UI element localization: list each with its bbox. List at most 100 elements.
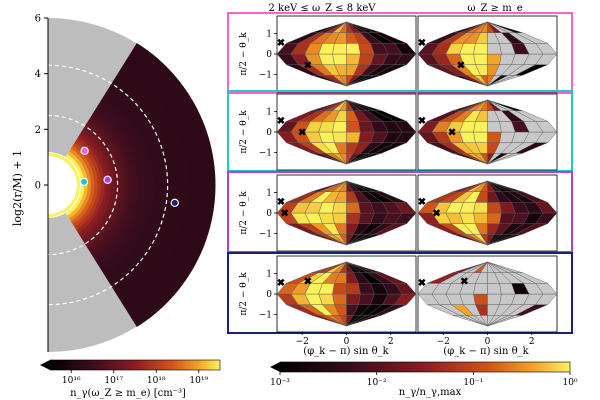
map-cell — [487, 43, 502, 55]
map-y-tick-label: 1 — [266, 108, 272, 118]
map-cell — [332, 131, 347, 143]
map-cell — [487, 261, 523, 273]
excluded-region-top — [48, 18, 137, 158]
map-cell — [487, 99, 523, 111]
map-cell — [332, 43, 347, 55]
row-y-label: π/2 − θ_k — [239, 191, 249, 235]
map-cell — [487, 21, 523, 33]
map-y-tick-label: 0 — [266, 50, 272, 60]
colorbar-tick-label: 10¹⁶ — [62, 376, 81, 386]
density-ring — [74, 139, 102, 231]
map-cell — [332, 53, 347, 65]
density-ring — [65, 153, 85, 217]
edge-marker: ✖ — [277, 278, 285, 289]
density-ring — [111, 79, 172, 291]
map-cell — [473, 121, 488, 133]
map-cell — [487, 293, 502, 305]
normalized-colorbar: 10⁻³ 10⁻² 10⁻¹ 10⁰ n_γ/n_γ,max — [270, 361, 578, 398]
density-ring — [76, 136, 105, 234]
direction-marker: ✖ — [448, 128, 456, 139]
density-ring — [104, 91, 159, 279]
location-markers — [79, 146, 179, 208]
polar-y-tick-label: 0 — [35, 181, 41, 192]
map-y-tick-label: −1 — [259, 70, 272, 80]
marker-pink — [80, 146, 89, 156]
marker-navy — [170, 198, 179, 208]
density-ring — [88, 116, 129, 254]
density-ring — [97, 102, 146, 268]
density-ring — [81, 128, 116, 242]
row-frame — [227, 12, 573, 94]
density-ring — [85, 122, 122, 248]
sinusoidal-map — [276, 21, 417, 87]
map-cell — [346, 180, 382, 192]
sinusoidal-map — [276, 180, 417, 246]
map-x-tick-label: −2 — [296, 337, 309, 347]
normalized-colorbar-label: n_γ/n_γ,max — [399, 387, 462, 398]
sinusoidal-map — [276, 99, 417, 165]
sinusoidal-map — [417, 180, 558, 246]
density-ring — [113, 77, 176, 293]
density-colorbar: 10¹⁶ 10¹⁷ 10¹⁸ 10¹⁹ n_γ(ω_Z ≥ m_e) [cm⁻³] — [40, 359, 221, 399]
map-cell — [346, 131, 361, 143]
density-ring — [72, 142, 99, 228]
x-label-left: (φ_k − π) sin θ_k — [303, 346, 389, 357]
density-colorbar-bar — [49, 359, 221, 371]
row-y-label: π/2 − θ_k — [239, 32, 249, 76]
polar-y-tick-label: 6 — [35, 14, 41, 25]
colorbar-tick-label: 10⁻¹ — [463, 378, 483, 388]
density-ring — [79, 131, 112, 239]
density-ring — [124, 59, 196, 311]
map-cell — [346, 121, 361, 133]
density-ring — [102, 94, 156, 276]
density-ring — [115, 74, 179, 296]
map-cell — [473, 202, 488, 214]
map-cell — [487, 131, 502, 143]
dashed-radius-circles — [47, 64, 169, 306]
map-x-tick-label: 0 — [344, 337, 350, 347]
density-ring — [70, 145, 95, 225]
map-x-tick-label: 2 — [529, 337, 535, 347]
density-ring — [131, 48, 209, 322]
map-y-tick-label: −1 — [259, 310, 272, 320]
density-ring — [116, 71, 182, 299]
map-x-tick-label: 2 — [388, 337, 394, 347]
map-cell — [346, 53, 361, 65]
colorbar-tick-label: 10⁰ — [562, 378, 577, 388]
marker-purple — [103, 175, 112, 184]
map-cell — [473, 53, 488, 65]
polar-y-tick-label: 4 — [35, 69, 41, 80]
row-y-label: π/2 − θ_k — [239, 272, 249, 316]
density-ring — [125, 57, 199, 313]
edge-marker: ✖ — [277, 197, 285, 208]
direction-marker: ✖ — [304, 276, 312, 287]
density-ring — [69, 148, 92, 222]
direction-marker: ✖ — [280, 209, 288, 220]
colorbar-tick-label: 10⁻³ — [270, 378, 290, 388]
horizon-ring — [48, 150, 83, 220]
sinusoidal-map — [417, 99, 558, 165]
map-cell — [346, 21, 382, 33]
map-cell — [332, 121, 347, 133]
map-cell — [346, 283, 361, 295]
density-ring — [93, 108, 139, 262]
map-y-tick-label: −1 — [259, 229, 272, 239]
direction-marker: ✖ — [304, 61, 312, 72]
row-y-label: π/2 − θ_k — [239, 110, 249, 154]
density-ring — [92, 111, 136, 259]
density-ring — [99, 99, 149, 271]
map-y-tick-label: 0 — [266, 290, 272, 300]
map-cell — [473, 43, 488, 55]
density-colorbar-label: n_γ(ω_Z ≥ m_e) [cm⁻³] — [70, 388, 186, 399]
edge-marker: ✖ — [277, 38, 285, 49]
normalized-colorbar-ticks: 10⁻³ 10⁻² 10⁻¹ 10⁰ — [270, 372, 578, 388]
map-y-tick-label: 1 — [266, 189, 272, 199]
map-cell — [487, 202, 502, 214]
x-label-right: (φ_k − π) sin θ_k — [443, 346, 529, 357]
sinusoidal-map — [276, 261, 417, 327]
map-y-tick-label: 0 — [266, 128, 272, 138]
map-cell — [346, 99, 382, 111]
density-ring — [95, 105, 142, 265]
density-ring — [129, 51, 206, 319]
